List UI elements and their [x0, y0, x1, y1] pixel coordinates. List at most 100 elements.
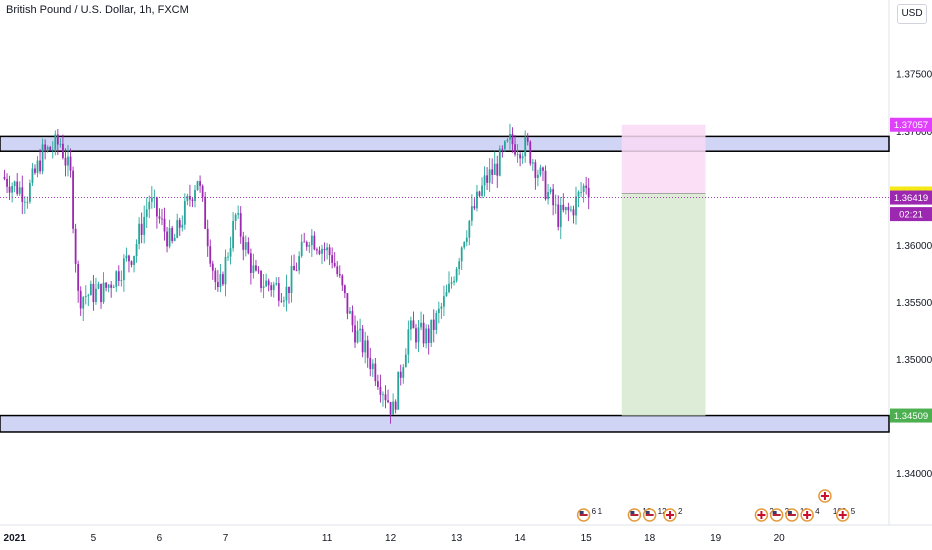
- flag-canton: [787, 511, 792, 514]
- candle-body: [554, 204, 557, 206]
- horizontal-zone: [0, 414, 890, 433]
- x-tick-label: 18: [644, 533, 656, 544]
- candle-body: [112, 286, 115, 288]
- candle-body: [359, 328, 361, 331]
- x-tick-label: 20: [774, 533, 786, 544]
- candle-body: [74, 228, 77, 264]
- candle-body: [376, 381, 379, 387]
- event-extra-count: 1: [598, 507, 603, 516]
- chart-title: British Pound / U.S. Dollar, 1h, FXCM: [6, 4, 189, 16]
- candle-body: [232, 220, 234, 249]
- candle-body: [181, 224, 184, 228]
- candle-body: [138, 223, 141, 245]
- candle-body: [229, 248, 232, 257]
- candle-body: [303, 241, 306, 243]
- candle-body: [440, 306, 443, 309]
- event-count: 2: [678, 507, 683, 516]
- candle-body: [135, 244, 138, 257]
- candle-body: [338, 274, 341, 276]
- candle-body: [481, 185, 483, 196]
- candle-body: [394, 401, 397, 410]
- candle-body: [575, 196, 577, 216]
- candle-body: [514, 144, 516, 155]
- event-count: 12: [658, 507, 667, 516]
- candle-body: [382, 394, 384, 396]
- x-tick-label: 2021: [4, 533, 27, 544]
- candle-body: [399, 371, 402, 378]
- event-icon: [800, 508, 814, 522]
- candle-body: [120, 280, 123, 281]
- candle-body: [262, 286, 265, 288]
- event-count: 4: [815, 507, 820, 516]
- candle-body: [369, 357, 372, 370]
- candle-body: [544, 170, 547, 200]
- candle-body: [374, 363, 377, 382]
- candle-body: [216, 281, 219, 288]
- candle-body: [31, 168, 34, 184]
- candle-body: [587, 187, 590, 198]
- event-count: 5: [851, 507, 856, 516]
- candle-body: [34, 168, 36, 173]
- x-tick-label: 5: [91, 533, 97, 544]
- horizontal-zone: [0, 135, 890, 152]
- candle-body: [49, 146, 52, 151]
- y-tick-label: 1.37000: [896, 127, 932, 138]
- candle-body: [161, 218, 163, 220]
- candle-body: [227, 256, 229, 258]
- candle-body: [564, 207, 567, 211]
- candle-body: [425, 328, 428, 344]
- candle-body: [534, 162, 537, 178]
- candle-body: [36, 160, 39, 173]
- candle-body: [404, 354, 407, 368]
- candle-body: [318, 250, 321, 254]
- candle-body: [133, 256, 135, 265]
- candle-body: [105, 282, 107, 288]
- candle-body: [417, 327, 420, 343]
- candle-body: [577, 192, 580, 197]
- x-tick-label: 6: [157, 533, 163, 544]
- y-tick-label: 1.35500: [896, 298, 932, 309]
- candle-body: [26, 201, 29, 203]
- event-icon: [642, 508, 657, 522]
- candle-body: [143, 216, 146, 235]
- candle-body: [328, 247, 331, 256]
- candle-body: [476, 191, 478, 209]
- event-icon: [576, 508, 591, 522]
- candle-body: [450, 282, 453, 284]
- candle-body: [547, 192, 549, 200]
- flag-cross-v: [668, 511, 671, 519]
- candle-body: [206, 228, 209, 247]
- candles: [3, 123, 590, 424]
- candle-body: [191, 199, 194, 202]
- x-tick-label: 11: [322, 533, 333, 544]
- candle-body: [542, 167, 544, 171]
- flag-stripe: [645, 514, 654, 516]
- candle-body: [308, 245, 311, 247]
- candle-body: [272, 284, 275, 291]
- candle-body: [580, 191, 582, 193]
- candle-body: [387, 400, 389, 403]
- candle-body: [148, 201, 151, 210]
- candle-body: [453, 280, 455, 283]
- candle-body: [122, 258, 125, 281]
- candle-body: [458, 261, 461, 269]
- candle-body: [62, 143, 64, 158]
- candle-body: [64, 157, 67, 166]
- candle-body: [257, 270, 260, 272]
- flag-cross-v: [760, 511, 763, 519]
- candle-body: [140, 223, 143, 235]
- candle-body: [196, 181, 199, 191]
- candle-body: [478, 191, 481, 196]
- x-tick-label: 14: [515, 533, 527, 544]
- candle-body: [483, 175, 486, 186]
- candle-body: [415, 328, 417, 343]
- candle-body: [280, 300, 283, 302]
- candle-body: [224, 256, 227, 285]
- stop-price-tag: 1.37057: [894, 120, 928, 131]
- countdown-tag-bg: [890, 207, 932, 222]
- candle-body: [283, 300, 285, 302]
- stop-loss-zone: [621, 124, 706, 194]
- currency-button[interactable]: USD: [897, 4, 927, 24]
- candle-body: [158, 216, 161, 219]
